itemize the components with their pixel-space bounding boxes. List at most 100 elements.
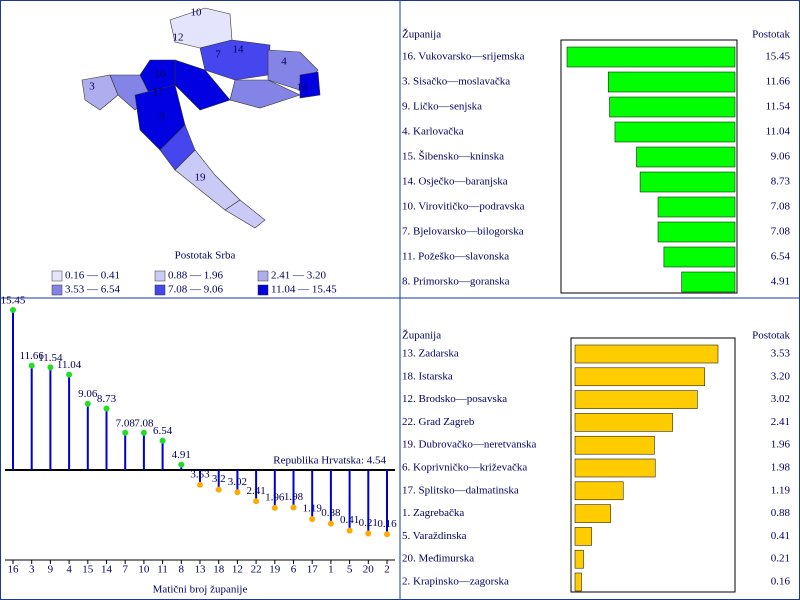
category-label: 10. Virovitičko—podravska	[402, 201, 525, 213]
x-tick-label: 11	[157, 564, 168, 576]
point-label: 9.06	[78, 388, 98, 400]
value-label: 3.02	[771, 393, 790, 405]
category-label: 7. Bjelovarsko—bilogorska	[402, 226, 524, 238]
x-tick-label: 3	[29, 564, 35, 576]
category-label: 17. Splitsko—dalmatinska	[402, 484, 519, 496]
point	[365, 530, 372, 537]
category-label: 8. Primorsko—goranska	[402, 276, 510, 288]
value-label: 1.98	[771, 462, 791, 474]
region-label: 12	[173, 32, 184, 44]
x-tick-label: 4	[66, 564, 72, 576]
point-label: 0.21	[359, 517, 378, 529]
value-label: 2.41	[771, 416, 790, 428]
point	[178, 461, 185, 468]
point-label: 3.2	[212, 473, 226, 485]
x-tick-label: 7	[122, 564, 128, 576]
region	[81, 74, 119, 111]
bar	[574, 390, 698, 409]
point	[28, 362, 35, 369]
point	[84, 400, 91, 407]
bar	[574, 413, 673, 432]
point	[140, 429, 147, 436]
point	[271, 504, 278, 511]
point-label: 4.91	[172, 449, 191, 461]
point-label: 2.41	[246, 485, 265, 497]
legend-swatch	[154, 284, 166, 296]
category-label: 4. Karlovačka	[402, 126, 464, 138]
bar	[639, 171, 736, 193]
point	[234, 489, 241, 496]
point-label: 6.54	[153, 425, 173, 437]
column-header: Postotak	[752, 29, 790, 41]
point	[384, 531, 390, 538]
x-tick-label: 18	[213, 564, 225, 576]
bar	[657, 221, 736, 243]
category-label: 13. Zadarska	[402, 348, 459, 360]
bar	[636, 146, 736, 168]
x-tick-label: 16	[8, 564, 20, 576]
reference-label: Republika Hrvatska: 4.54	[273, 455, 386, 467]
category-label: 16. Vukovarsko—srijemska	[402, 51, 525, 63]
bar	[609, 96, 736, 118]
region-label: 10	[191, 7, 203, 19]
point-label: 0.16	[377, 518, 397, 530]
point-label: 1.96	[265, 491, 285, 503]
category-label: 12. Brodsko—posavska	[402, 393, 507, 405]
plot-frame	[560, 39, 738, 294]
bar	[607, 71, 736, 93]
region-label: 7	[215, 49, 221, 61]
point-label: 15.45	[1, 295, 26, 307]
column-header: Županija	[402, 29, 441, 41]
x-tick-label: 13	[195, 564, 207, 576]
x-tick-label: 14	[101, 564, 113, 576]
category-label: 11. Požeško—slavonska	[402, 251, 509, 263]
value-label: 3.53	[771, 348, 791, 360]
point	[159, 437, 166, 444]
legend-label: 11.04 — 15.45	[271, 284, 337, 296]
x-tick-label: 10	[138, 564, 150, 576]
region-label: 4	[281, 56, 287, 68]
category-label: 5. Varaždinska	[402, 530, 467, 542]
point-label: 8.73	[97, 393, 117, 405]
region-label: 14	[233, 44, 245, 56]
x-tick-label: 20	[363, 564, 375, 576]
category-label: 3. Sisačko—moslavačka	[402, 76, 510, 88]
point	[122, 429, 129, 436]
value-label: 11.04	[766, 126, 791, 138]
bar	[574, 367, 705, 387]
legend-label: 7.08 — 9.06	[168, 284, 224, 296]
point-label: 1.19	[303, 503, 323, 515]
category-label: 20. Međimurska	[402, 553, 474, 565]
legend-label: 3.53 — 6.54	[65, 284, 121, 296]
bar	[566, 46, 736, 68]
value-label: 6.54	[771, 251, 791, 263]
point-label: 3.53	[190, 468, 210, 480]
bar	[614, 121, 736, 143]
x-tick-label: 12	[232, 564, 243, 576]
value-label: 9.06	[771, 151, 791, 163]
point	[253, 498, 260, 505]
x-tick-label: 1	[328, 564, 334, 576]
legend-swatch	[154, 270, 166, 282]
x-tick-label: 9	[48, 564, 54, 576]
column-header: Postotak	[752, 330, 790, 342]
point	[346, 527, 353, 534]
value-label: 11.54	[766, 101, 791, 113]
point-label: 7.08	[134, 417, 154, 429]
bar	[574, 458, 656, 478]
point-label: 11.54	[38, 352, 63, 364]
legend-swatch	[257, 270, 269, 282]
legend-swatch	[51, 270, 63, 282]
point-label: 0.41	[340, 514, 359, 526]
category-label: 15. Šibensko—kninska	[402, 151, 504, 163]
legend-swatch	[257, 284, 269, 296]
value-label: 4.91	[771, 276, 790, 288]
bar	[574, 504, 611, 523]
x-tick-label: 17	[307, 564, 319, 576]
point	[47, 364, 54, 371]
point-label: 1.98	[284, 491, 304, 503]
region-label: 3	[89, 81, 95, 93]
point-label: 11.04	[57, 359, 82, 371]
bar	[574, 527, 592, 546]
